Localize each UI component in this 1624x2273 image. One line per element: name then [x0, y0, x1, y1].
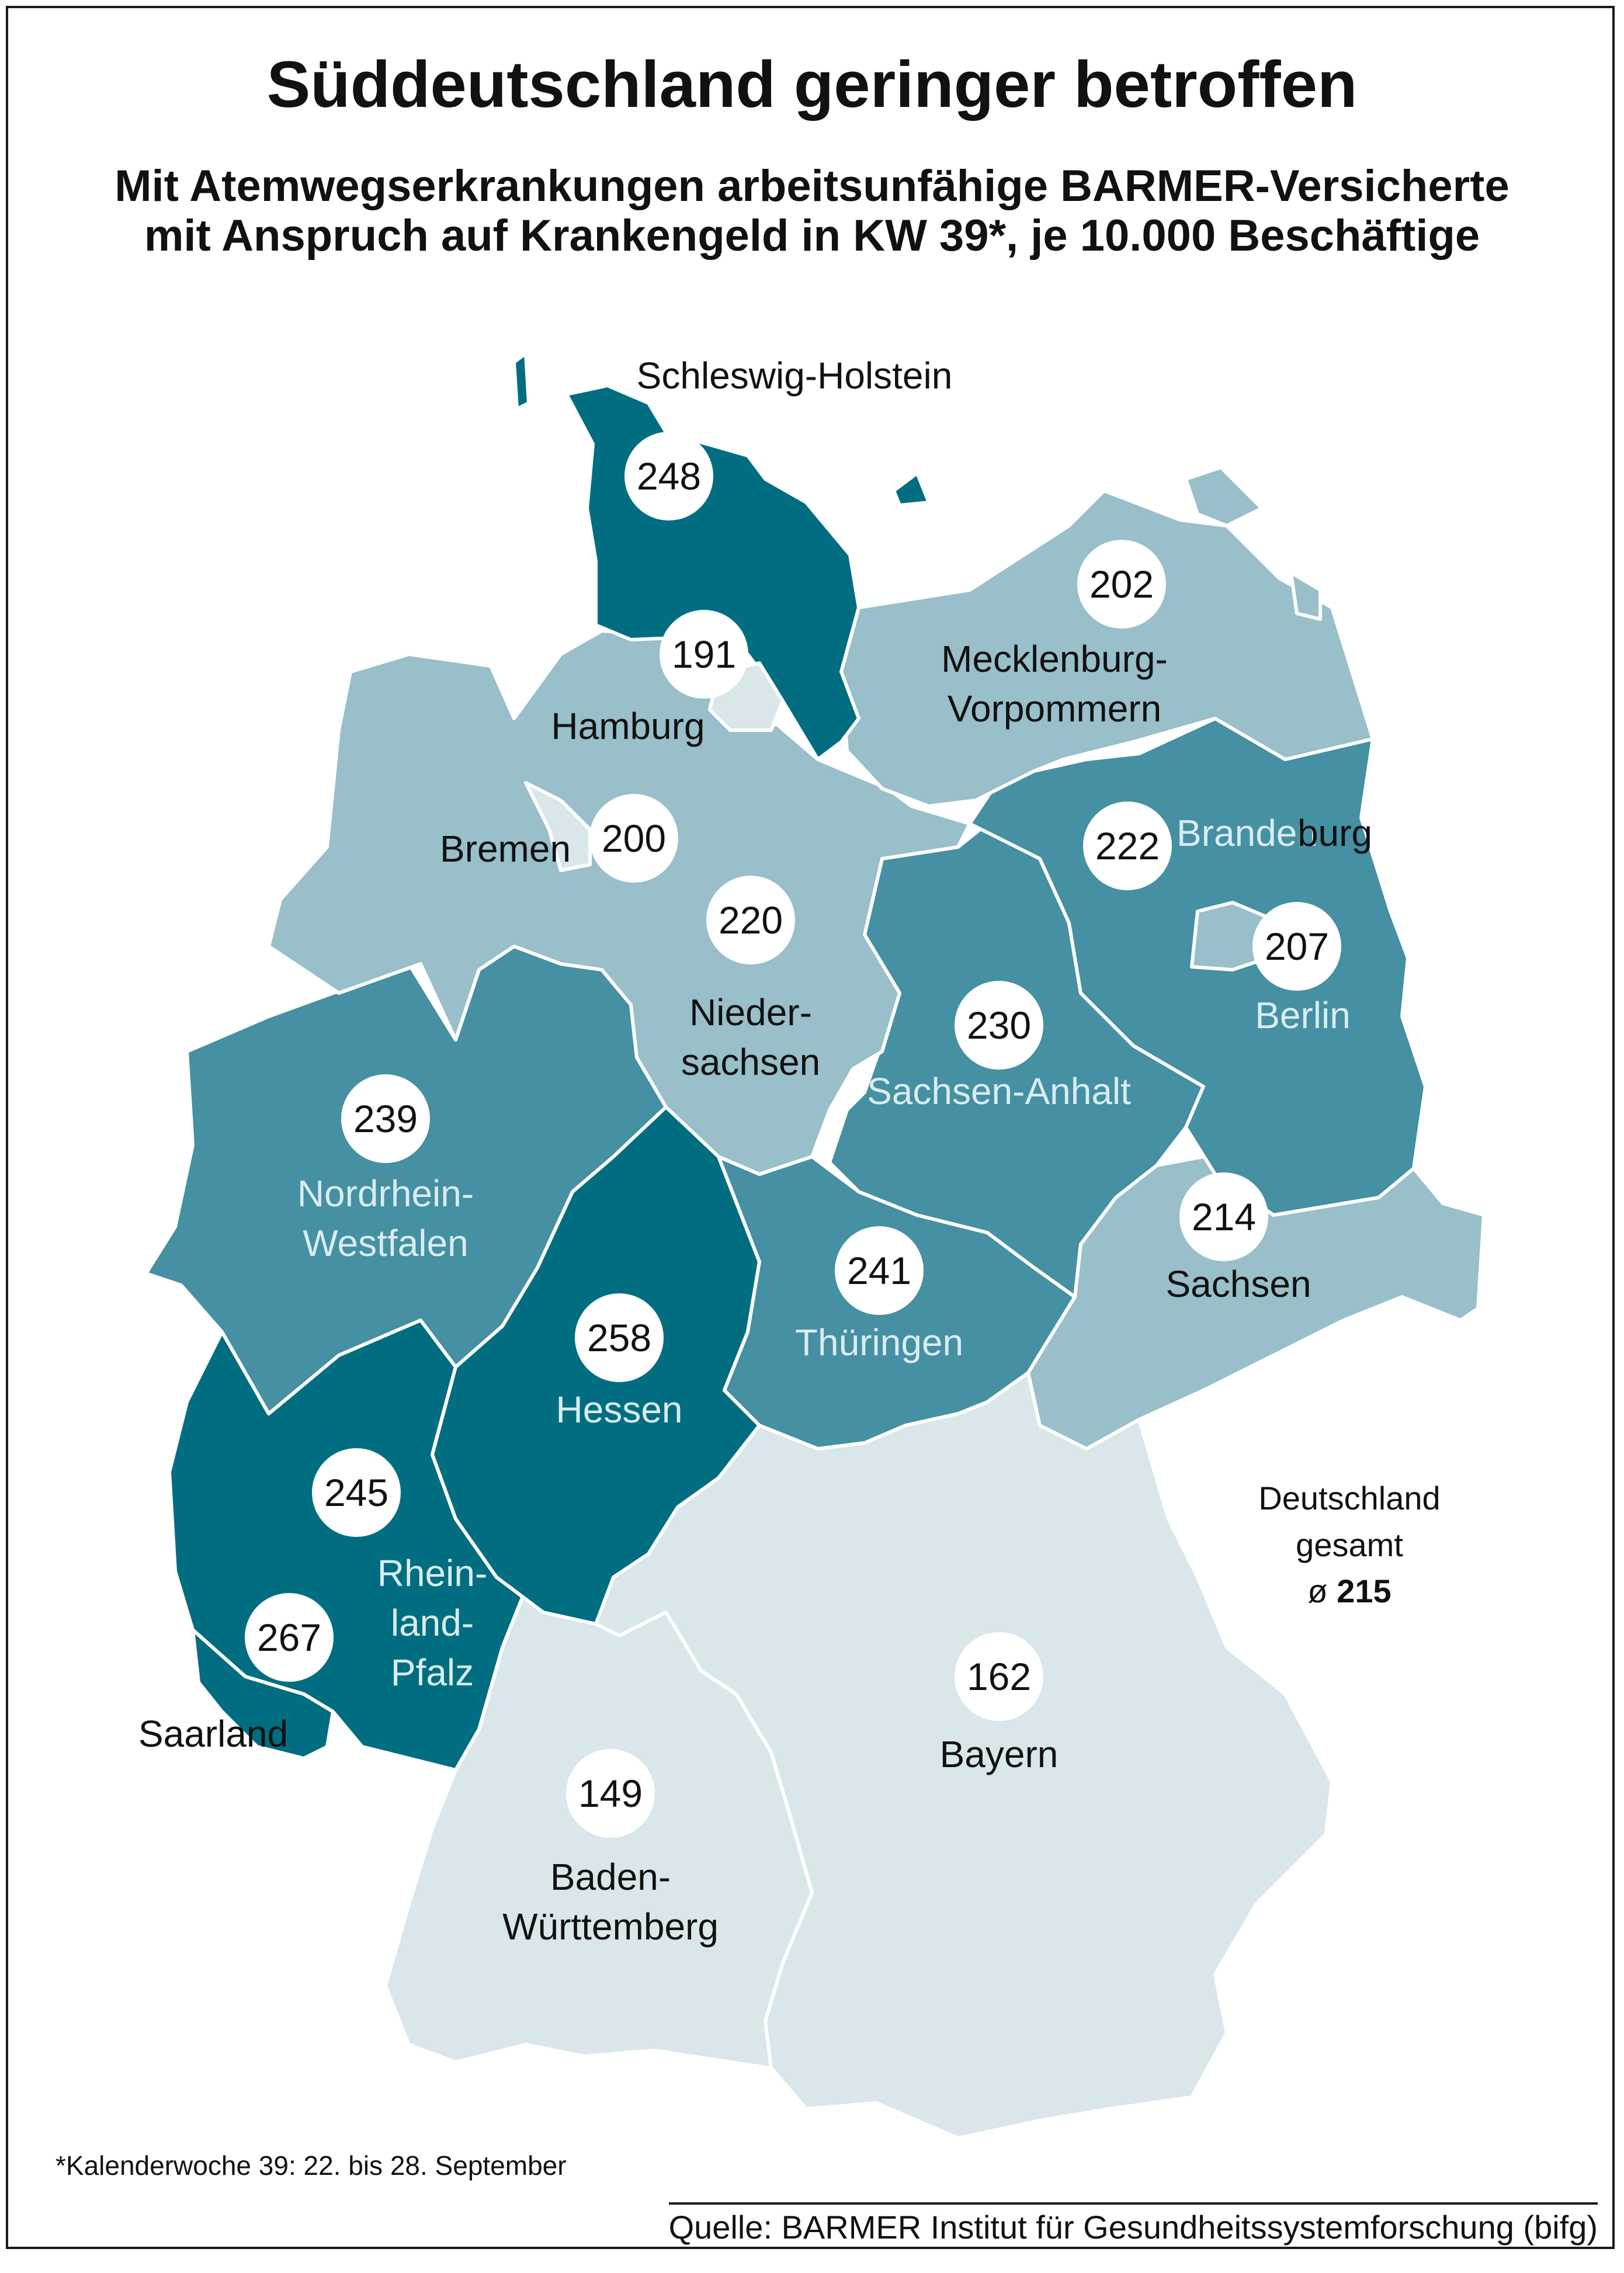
- value-badge-hamburg: 191: [660, 610, 748, 699]
- value-badge-niedersachsen: 220: [706, 876, 795, 964]
- value-badge-saarland: 267: [245, 1593, 334, 1682]
- footnote: *Kalenderwoche 39: 22. bis 28. September: [55, 2150, 567, 2181]
- value-badge-circle: [312, 1448, 401, 1537]
- value-badge-circle: [566, 1749, 655, 1838]
- value-badge-rheinland-pfalz: 245: [312, 1448, 401, 1537]
- value-badge-circle: [624, 432, 713, 520]
- value-badge-circle: [955, 981, 1043, 1070]
- state-label-baden-wuerttemberg-part-2: Württemberg: [502, 1906, 719, 1948]
- state-shape-bremen: [524, 781, 592, 872]
- value-badge-text: 200: [602, 817, 666, 860]
- state-label-mecklenburg-vorpommern-part-2: Vorpommern: [948, 688, 1161, 730]
- value-badge-mecklenburg-vorpommern: 202: [1077, 540, 1166, 629]
- value-badge-text: 239: [353, 1097, 418, 1140]
- value-badge-text: 258: [587, 1316, 651, 1359]
- value-badge-text: 230: [967, 1004, 1031, 1047]
- value-badge-circle: [245, 1593, 334, 1682]
- state-label-hamburg: Hamburg: [551, 705, 705, 747]
- state-label-brandenburg-part-2: burg: [1297, 812, 1372, 854]
- state-label-berlin: Berlin: [1255, 994, 1351, 1036]
- value-badge-brandenburg: 222: [1083, 801, 1172, 890]
- total-label-line-2: gesamt: [1296, 1526, 1403, 1563]
- value-badge-circle: [955, 1632, 1043, 1721]
- state-shape-saarland: [191, 1628, 335, 1760]
- value-badge-text: 191: [672, 633, 736, 676]
- state-shape-sachsen: [1026, 1155, 1486, 1450]
- state-shape-mecklenburg-vorpommern: [839, 489, 1375, 808]
- total-label-line-1: Deutschland: [1258, 1480, 1441, 1517]
- state-label-sachsen: Sachsen: [1165, 1263, 1311, 1305]
- value-badge-baden-wuerttemberg: 149: [566, 1749, 655, 1838]
- state-shape-mecklenburg-vorpommern-island-2: [1289, 571, 1322, 621]
- state-label-rheinland-pfalz-part-1: Rhein-: [377, 1552, 488, 1594]
- state-label-bayern: Bayern: [940, 1733, 1059, 1775]
- state-label-rheinland-pfalz-part-2: land-: [391, 1602, 474, 1644]
- value-badge-text: 207: [1265, 925, 1329, 968]
- state-label-mecklenburg-vorpommern-part-1: Mecklenburg-: [941, 638, 1168, 680]
- source-note: Quelle: BARMER Institut für Gesundheitss…: [668, 2202, 1598, 2246]
- state-label-sachsen-anhalt: Sachsen-Anhalt: [867, 1070, 1131, 1112]
- value-badge-circle: [660, 610, 748, 699]
- value-badge-text: 241: [847, 1249, 911, 1292]
- value-badge-text: 149: [578, 1772, 643, 1815]
- value-badge-bremen: 200: [589, 794, 678, 883]
- value-badge-circle: [589, 794, 678, 883]
- state-label-saarland: Saarland: [138, 1713, 288, 1755]
- state-label-rheinland-pfalz-part-3: Pfalz: [391, 1651, 474, 1694]
- value-badge-text: 267: [257, 1616, 321, 1659]
- total-value: 215: [1337, 1573, 1391, 1610]
- value-badge-circle: [1077, 540, 1166, 629]
- state-shape-schleswig-holstein-island-2: [892, 471, 931, 507]
- value-badge-berlin: 207: [1252, 902, 1341, 991]
- value-badge-thueringen: 241: [835, 1226, 924, 1315]
- state-shape-schleswig-holstein-island-1: [512, 352, 530, 411]
- subtitle-line-1: Mit Atemwegserkrankungen arbeitsunfähige…: [114, 161, 1510, 211]
- state-label-nordrhein-westfalen-part-1: Nordrhein-: [297, 1172, 474, 1214]
- value-badge-bayern: 162: [955, 1632, 1043, 1721]
- value-badge-text: 245: [324, 1471, 388, 1514]
- value-badge-sachsen-anhalt: 230: [955, 981, 1043, 1070]
- value-badge-nordrhein-westfalen: 239: [341, 1074, 430, 1163]
- value-badge-circle: [1083, 801, 1172, 890]
- state-shape-mecklenburg-vorpommern-island-1: [1184, 466, 1264, 528]
- value-badge-circle: [1252, 902, 1341, 991]
- value-badge-text: 162: [967, 1655, 1031, 1698]
- value-badge-schleswig-holstein: 248: [624, 432, 713, 520]
- page-title: Süddeutschland geringer betroffen: [266, 48, 1358, 121]
- value-badge-text: 248: [637, 454, 701, 498]
- value-badge-hessen: 258: [575, 1293, 664, 1382]
- infographic-frame: [6, 6, 1615, 2249]
- germany-total: Deutschland gesamt ø 215: [1221, 1475, 1478, 1615]
- value-badge-sachsen: 214: [1179, 1172, 1268, 1261]
- state-label-schleswig-holstein: Schleswig-Holstein: [637, 355, 953, 397]
- state-label-baden-wuerttemberg-part-1: Baden-: [550, 1856, 671, 1898]
- total-value-line: ø 215: [1221, 1568, 1478, 1615]
- state-label-hessen: Hessen: [556, 1389, 683, 1431]
- value-badge-circle: [706, 876, 795, 964]
- state-label-nordrhein-westfalen-part-2: Westfalen: [303, 1222, 468, 1264]
- value-badge-text: 220: [719, 898, 783, 942]
- value-badge-text: 222: [1095, 824, 1160, 867]
- subtitle-line-2: mit Anspruch auf Krankengeld in KW 39*, …: [144, 211, 1480, 261]
- value-badge-circle: [575, 1293, 664, 1382]
- value-badge-circle: [835, 1226, 924, 1315]
- average-symbol: ø: [1307, 1573, 1328, 1610]
- value-badge-text: 202: [1089, 563, 1154, 606]
- state-label-bremen: Bremen: [440, 828, 571, 870]
- state-label-brandenburg-part-1: Branden: [1177, 812, 1318, 854]
- state-label-niedersachsen-part-1: Nieder-: [689, 991, 812, 1033]
- value-badge-circle: [1179, 1172, 1268, 1261]
- state-label-niedersachsen-part-2: sachsen: [681, 1041, 820, 1083]
- state-label-thueringen: Thüringen: [795, 1321, 963, 1363]
- value-badge-text: 214: [1192, 1195, 1256, 1238]
- value-badge-circle: [341, 1074, 430, 1163]
